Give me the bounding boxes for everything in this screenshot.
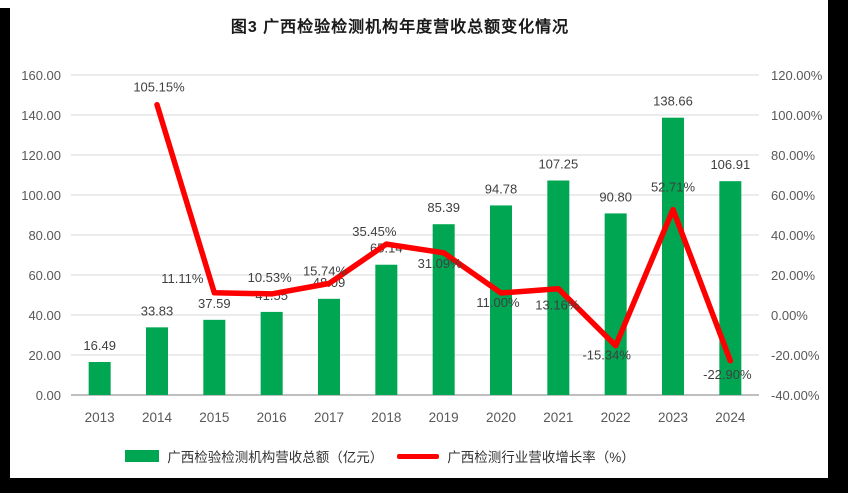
line-label-2022: -15.34%: [582, 348, 631, 363]
x-axis-label-2013: 2013: [85, 410, 115, 425]
x-axis-label-2023: 2023: [658, 410, 688, 425]
chart-title: 图3 广西检验检测机构年度营收总额变化情况: [230, 19, 570, 36]
bar-2013: [88, 362, 111, 395]
x-axis-label-2016: 2016: [257, 410, 287, 425]
bar-label-2015: 37.59: [198, 296, 231, 311]
x-axis-label-2022: 2022: [601, 410, 631, 425]
left-axis-tick: 40.00: [28, 308, 61, 323]
scan-edge-left: [0, 8, 10, 493]
bar-label-2023: 138.66: [653, 94, 693, 109]
bar-2015: [203, 319, 226, 395]
line-series-swatch-icon: [397, 453, 440, 459]
bar-2023: [662, 117, 684, 396]
growth-rate-line: [154, 101, 734, 364]
right-axis-tick: 20.00%: [771, 268, 816, 283]
left-axis-tick: 120.00: [21, 148, 61, 163]
bar-2014: [146, 327, 168, 395]
left-axis-tick: 160.00: [21, 68, 61, 83]
scan-edge-right: [828, 0, 848, 493]
line-label-2018: 35.45%: [352, 224, 397, 239]
bar-label-2020: 94.78: [485, 181, 518, 196]
bar-2022: [604, 213, 627, 395]
right-axis-tick: -40.00%: [771, 388, 820, 403]
line-label-2020: 11.00%: [476, 295, 520, 310]
bar-label-2021: 107.25: [538, 157, 578, 172]
bar-2019: [432, 224, 455, 395]
bar-2020: [490, 205, 512, 395]
scan-edge-bottom: [0, 478, 848, 493]
left-axis-tick: 60.00: [28, 268, 61, 283]
line-label-2014: 105.15%: [133, 80, 185, 95]
bar-2016: [260, 311, 283, 395]
bar-label-2022: 90.80: [599, 189, 632, 204]
right-axis-tick: 100.00%: [771, 108, 823, 123]
bar-label-2024: 106.91: [710, 157, 750, 172]
left-axis-tick: 0.00: [36, 388, 61, 403]
x-axis-label-2014: 2014: [142, 410, 173, 425]
x-axis-label-2015: 2015: [199, 410, 229, 425]
legend-item-growth: 广西检测行业营收增长率（%）: [397, 446, 635, 466]
line-label-2023: 52.71%: [651, 180, 696, 195]
right-axis-tick: -20.00%: [771, 348, 820, 363]
x-axis-label-2020: 2020: [486, 410, 516, 425]
x-axis-label-2019: 2019: [429, 410, 459, 425]
right-axis-tick: 120.00%: [771, 68, 823, 83]
left-axis-tick: 100.00: [21, 188, 61, 203]
legend-item-revenue: 广西检验检测机构营收总额（亿元）: [125, 446, 383, 466]
legend-label-growth: 广西检测行业营收增长率（%）: [447, 450, 635, 465]
line-label-2019: 31.09%: [418, 256, 463, 271]
line-label-2017: 15.74%: [303, 264, 348, 279]
bar-label-2014: 33.83: [141, 303, 174, 318]
bar-2018: [375, 264, 398, 395]
bar-label-2013: 16.49: [83, 338, 116, 353]
line-label-2015: 11.11%: [161, 271, 204, 286]
right-axis-tick: 60.00%: [771, 188, 816, 203]
line-label-2016: 10.53%: [248, 270, 293, 285]
line-label-2021: 13.16%: [535, 298, 580, 313]
bar-label-2019: 85.39: [427, 200, 460, 215]
x-axis-label-2021: 2021: [543, 410, 573, 425]
x-axis-label-2017: 2017: [314, 410, 344, 425]
x-axis-label-2024: 2024: [715, 410, 746, 425]
bar-2017: [318, 298, 340, 395]
right-axis-tick: 0.00%: [771, 308, 808, 323]
chart-legend: 广西检验检测机构营收总额（亿元） 广西检测行业营收增长率（%）: [0, 446, 760, 466]
line-label-2024: -22.90%: [703, 367, 752, 382]
left-axis-tick: 80.00: [28, 228, 61, 243]
bar-series-swatch-icon: [125, 450, 160, 462]
right-axis-tick: 80.00%: [771, 148, 816, 163]
left-axis-tick: 20.00: [28, 348, 61, 363]
left-axis-tick: 140.00: [21, 108, 61, 123]
right-axis-tick: 40.00%: [771, 228, 816, 243]
x-axis-label-2018: 2018: [371, 410, 401, 425]
legend-label-revenue: 广西检验检测机构营收总额（亿元）: [167, 450, 384, 465]
